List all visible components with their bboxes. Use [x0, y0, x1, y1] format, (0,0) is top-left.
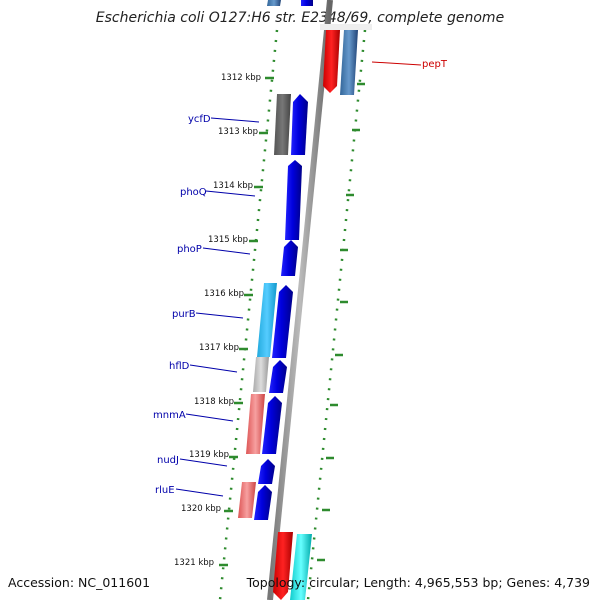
gene-arrow [254, 485, 272, 520]
gene-arrow [269, 360, 287, 393]
inner-major-ticks [219, 76, 274, 567]
forward-strand-features [254, 0, 313, 520]
tick-label: 1317 kbp [199, 343, 239, 353]
tick-label: 1315 kbp [208, 235, 248, 245]
gene-feature-hflD [253, 357, 269, 392]
gene-arrow [285, 160, 302, 240]
gene-feature-top-bar [320, 24, 372, 30]
gene-label-purB[interactable]: purB [172, 309, 196, 320]
gene-feature-bottom-red [273, 532, 293, 600]
gene-feature-rluE [238, 482, 256, 518]
gene-arrow [272, 285, 293, 358]
tick-label: 1320 kbp [181, 504, 221, 514]
bottom-features [273, 532, 312, 600]
top-features [267, 0, 372, 95]
gene-label-nudJ[interactable]: nudJ [157, 455, 179, 466]
map-title: Escherichia coli O127:H6 str. E2348/69, … [95, 10, 505, 26]
accession-text: Accession: NC_011601 [8, 575, 151, 590]
tick-label: 1312 kbp [221, 73, 261, 83]
tick-label: 1319 kbp [189, 450, 229, 460]
tick-label: 1316 kbp [204, 289, 244, 299]
gene-label-mnmA[interactable]: mnmA [153, 410, 186, 421]
outer-minor-ticks [317, 82, 365, 562]
gene-feature-bottom-cyan [290, 534, 312, 600]
genome-backbone [267, 0, 333, 600]
gene-feature-ycfD [274, 94, 291, 155]
gene-label-pepT[interactable]: pepT [422, 59, 448, 70]
tick-label: 1321 kbp [174, 558, 214, 568]
gene-feature-purB [257, 283, 277, 357]
gene-arrow [258, 459, 275, 484]
reverse-strand-features [238, 94, 291, 518]
gene-leader-lines [175, 61, 422, 497]
gene-feature-mnmA [246, 394, 265, 454]
gene-label-phoQ[interactable]: phoQ [180, 187, 207, 198]
gene-arrow [281, 240, 298, 276]
tick-labels: 1312 kbp 1313 kbp 1314 kbp 1315 kbp 1316… [174, 73, 261, 568]
gene-label-rluE[interactable]: rluE [155, 485, 175, 496]
tick-label: 1314 kbp [213, 181, 253, 191]
gene-feature-top-red [323, 30, 340, 93]
gene-arrow [301, 0, 313, 6]
gene-feature-pepT [340, 30, 358, 95]
gene-arrow [262, 396, 282, 454]
gene-label-hflD[interactable]: hflD [169, 361, 190, 372]
tick-label: 1313 kbp [218, 127, 258, 137]
tick-label: 1318 kbp [194, 397, 234, 407]
gene-labels: pepT ycfD phoQ phoP purB hflD mnmA nudJ … [153, 59, 448, 496]
gene-feature-top-steel [267, 0, 281, 6]
gene-label-ycfD[interactable]: ycfD [188, 114, 211, 125]
gene-arrow [291, 94, 308, 155]
topology-text: Topology: circular; Length: 4,965,553 bp… [246, 575, 590, 590]
gene-label-phoP[interactable]: phoP [177, 244, 202, 255]
